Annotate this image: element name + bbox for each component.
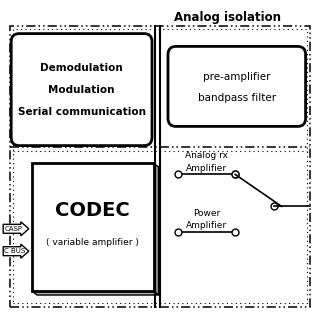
Bar xyxy=(32,163,154,291)
Text: Amplifier: Amplifier xyxy=(186,221,227,230)
Text: Demodulation: Demodulation xyxy=(40,62,123,73)
Text: Analog rx: Analog rx xyxy=(185,151,228,160)
Text: pre-amplifier: pre-amplifier xyxy=(203,72,270,82)
Text: C BUS: C BUS xyxy=(4,248,26,254)
Text: Modulation: Modulation xyxy=(48,84,115,95)
Text: Serial communication: Serial communication xyxy=(18,107,146,117)
FancyBboxPatch shape xyxy=(168,46,306,126)
Polygon shape xyxy=(3,222,29,236)
Text: Analog isolation: Analog isolation xyxy=(174,11,281,24)
Text: CASP: CASP xyxy=(4,226,22,232)
Text: bandpass filter: bandpass filter xyxy=(198,93,276,103)
Bar xyxy=(13,29,307,303)
Text: Amplifier: Amplifier xyxy=(186,164,227,173)
Text: CODEC: CODEC xyxy=(55,201,130,220)
Polygon shape xyxy=(3,244,29,258)
FancyBboxPatch shape xyxy=(11,34,152,146)
Text: Power: Power xyxy=(193,209,220,218)
Polygon shape xyxy=(32,291,159,295)
Bar xyxy=(10,26,310,307)
Polygon shape xyxy=(154,163,159,295)
Text: ( variable amplifier ): ( variable amplifier ) xyxy=(46,238,139,247)
